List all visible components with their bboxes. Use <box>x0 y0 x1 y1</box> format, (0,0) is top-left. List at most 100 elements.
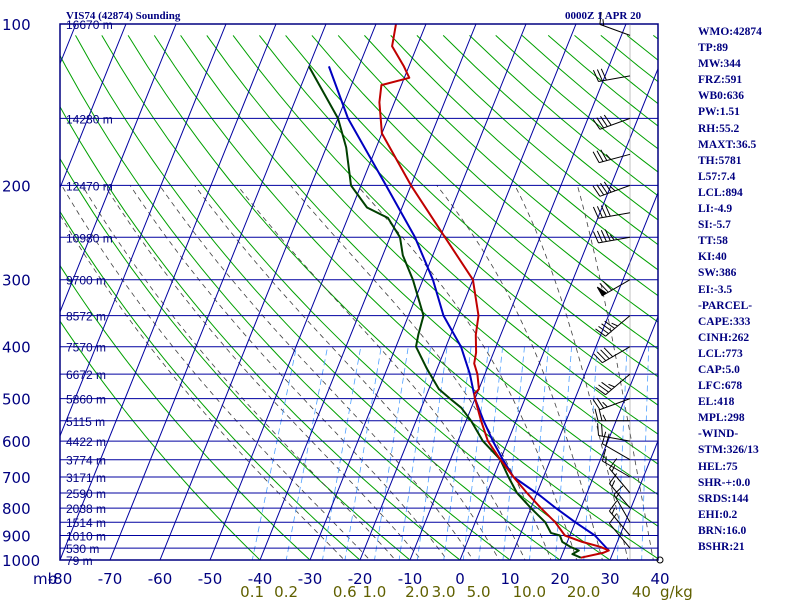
param-item: LFC:678 <box>698 380 743 393</box>
pressure-tick-label: 600 <box>2 433 31 451</box>
param-item: WB0:636 <box>698 90 744 103</box>
mixing-ratio-label: 10.0 <box>513 583 546 600</box>
wind-barb <box>599 12 631 36</box>
param-item: MAXT:36.5 <box>698 138 757 151</box>
dry-adiabat-line <box>60 157 411 560</box>
param-item: SI:-5.7 <box>698 219 731 232</box>
wind-barb-calm <box>656 556 664 564</box>
temperature-tick-label: -60 <box>148 570 173 588</box>
mixing-ratio-label: 20.0 <box>567 583 600 600</box>
dry-adiabat-line <box>390 35 658 271</box>
wind-barb <box>595 373 631 396</box>
param-item: HEL:75 <box>698 460 738 473</box>
param-item: CAPE:333 <box>698 315 751 328</box>
height-label: 4422 m <box>66 435 106 449</box>
height-label: 3774 m <box>66 454 106 468</box>
wind-barb <box>601 448 631 478</box>
param-item: LI:-4.9 <box>698 203 733 216</box>
mixing-ratio-line <box>502 346 525 560</box>
station-title: VIS74 (42874) Sounding <box>66 10 181 22</box>
moist-adiabat-line <box>81 185 396 560</box>
height-label: 2590 m <box>66 487 106 501</box>
moist-adiabat-line <box>194 185 500 560</box>
dry-adiabat-line <box>180 35 658 496</box>
mixing-ratio-line <box>416 346 448 560</box>
mixing-ratio-label: 3.0 <box>432 583 456 600</box>
height-label: 530 m <box>66 542 99 556</box>
moist-adiabat-line <box>577 185 654 560</box>
mixing-ratio-label: 0.1 <box>240 583 264 600</box>
height-label: 8572 m <box>66 310 106 324</box>
temperature-tick-label: -80 <box>48 570 73 588</box>
dry-adiabat-line <box>60 264 311 560</box>
mixing-ratio-line <box>462 346 490 560</box>
height-label: 14280 m <box>66 112 113 126</box>
temperature-tick-label: -40 <box>248 570 273 588</box>
dry-adiabat-line <box>153 35 658 527</box>
param-item: TH:5781 <box>698 154 742 167</box>
plot-area <box>60 24 658 560</box>
mixing-ratio-label: 1.0 <box>362 583 386 600</box>
plot-frame <box>59 23 659 561</box>
dry-adiabat-line <box>285 35 658 378</box>
mixing-ratio-line <box>344 346 382 560</box>
height-label: 10980 m <box>66 231 113 245</box>
mixing-ratio-line <box>554 346 572 560</box>
height-label: 1514 m <box>66 516 106 530</box>
mixing-ratio-line <box>398 346 431 560</box>
sounding-time: 0000Z 1 APR 20 <box>565 10 642 22</box>
dry-adiabat-line <box>60 320 261 560</box>
height-label: 5115 m <box>66 415 105 429</box>
isotherm-line <box>559 315 658 560</box>
mixing-ratio-line <box>583 346 598 560</box>
dry-adiabat-line <box>574 35 658 105</box>
mixing-ratio-label: 2.0 <box>405 583 429 600</box>
temperature-tick-label: 0 <box>455 570 465 588</box>
dry-adiabat-line <box>259 35 658 406</box>
mixing-ratio-label: 0.6 <box>333 583 357 600</box>
pressure-unit-label: mb <box>33 570 57 588</box>
isotherm-line <box>309 24 527 560</box>
mixing-ratio-unit-label: g/kg <box>660 583 693 600</box>
param-item: BRN:16.0 <box>698 524 747 537</box>
mixing-ratio-labels: 0.1 0.2 0.6 1.0 2.0 3.0 5.0 10.0 20.0 40 <box>240 583 651 600</box>
isotherm-line <box>459 67 658 560</box>
height-label: 79 m <box>66 554 93 568</box>
mixing-ratio-line <box>285 346 328 560</box>
isotherm-line <box>609 439 658 560</box>
param-item: FRZ:591 <box>698 74 743 87</box>
isotherm-line <box>509 191 658 560</box>
moist-adiabat-line <box>290 185 552 560</box>
height-label: 16670 m <box>66 18 113 32</box>
pressure-tick-label: 800 <box>2 500 31 518</box>
mixing-ratio-line <box>529 346 549 560</box>
stability-parameters-list: WMO:42874 TP:89 MW:344 FRZ:591 WB0:636 PW:1.5… <box>698 24 762 555</box>
pressure-tick-label: 1000 <box>2 552 40 570</box>
moist-adiabat-line <box>159 185 474 560</box>
dry-adiabat-line <box>311 35 658 350</box>
temperature-tick-label: -10 <box>398 570 423 588</box>
wind-barb <box>592 204 631 219</box>
wind-barb <box>592 397 631 411</box>
dry-adiabat-line <box>547 35 658 127</box>
param-item: STM:326/13 <box>698 444 759 457</box>
height-label: 3171 m <box>66 471 106 485</box>
isotherm-line <box>359 24 577 560</box>
param-item: EL:418 <box>698 396 735 409</box>
isotherm-line <box>109 24 327 560</box>
isotherm-line <box>259 24 477 560</box>
param-item: TT:58 <box>698 235 728 248</box>
temperature-tick-label: -50 <box>198 570 223 588</box>
param-item: CAP:5.0 <box>698 363 740 376</box>
moist-adiabat-line <box>60 214 345 560</box>
param-item: LCL:894 <box>698 186 743 199</box>
dry-adiabat-line <box>101 35 611 560</box>
height-label: 9700 m <box>66 274 106 288</box>
temperature-tick-label: -20 <box>348 570 373 588</box>
pressure-tick-label: 400 <box>2 339 31 357</box>
isotherm-line <box>60 24 177 314</box>
pressure-tick-label: 100 <box>2 16 31 34</box>
isotherm-line <box>60 24 127 190</box>
isotherm-line <box>60 24 277 560</box>
mixing-ratio-line <box>322 346 362 560</box>
